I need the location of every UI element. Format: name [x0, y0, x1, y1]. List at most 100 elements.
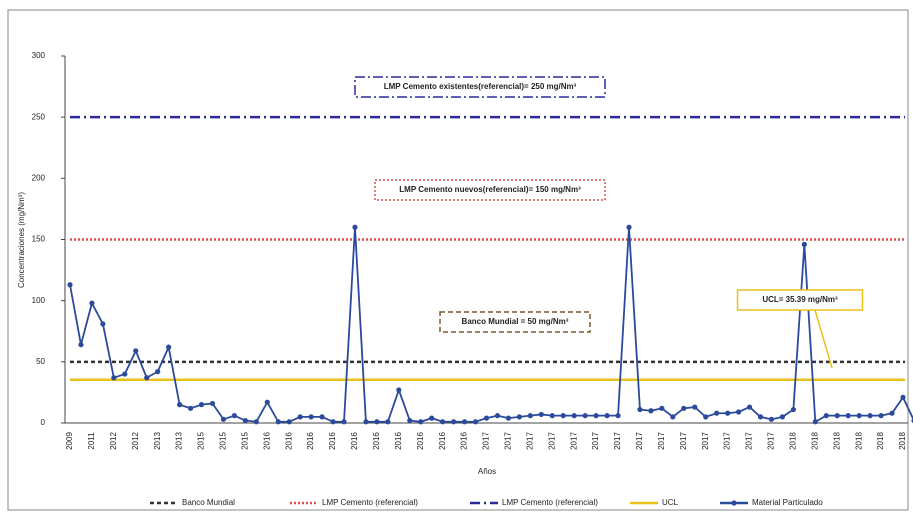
x-tick-label: 2017 — [723, 432, 732, 450]
x-tick-label: 2016 — [262, 432, 271, 450]
data-point — [297, 414, 303, 420]
data-point — [604, 413, 610, 419]
data-point — [275, 419, 281, 425]
data-point — [429, 415, 435, 421]
data-point — [363, 419, 369, 425]
legend-label: LMP Cemento (referencial) — [322, 498, 418, 507]
data-point — [527, 413, 533, 419]
x-tick-label: 2016 — [284, 432, 293, 450]
x-tick-label: 2017 — [547, 432, 556, 450]
y-tick-label: 300 — [32, 51, 46, 60]
data-point — [198, 402, 205, 408]
data-point — [560, 413, 566, 419]
data-point — [714, 410, 720, 416]
y-axis-title: Concentraciones (mg/Nm³) — [17, 192, 26, 288]
x-tick-label: 2018 — [876, 432, 885, 450]
y-tick-label: 100 — [32, 296, 46, 305]
data-point — [461, 419, 468, 425]
data-point — [582, 413, 588, 419]
data-point — [538, 411, 544, 418]
x-tick-label: 2016 — [438, 432, 447, 450]
x-tick-label: 2017 — [525, 432, 534, 450]
data-point — [571, 413, 577, 419]
y-tick-label: 250 — [32, 112, 46, 121]
data-point — [856, 413, 862, 419]
data-point — [396, 387, 402, 393]
data-point — [878, 413, 884, 419]
data-point — [889, 410, 895, 416]
data-point — [385, 419, 391, 425]
data-point — [626, 224, 632, 230]
x-tick-label: 2012 — [109, 432, 118, 450]
legend-label: UCL — [662, 498, 679, 507]
legend-marker — [731, 500, 737, 506]
data-point — [867, 413, 873, 419]
x-tick-label: 2012 — [131, 432, 140, 450]
data-point — [177, 402, 183, 408]
data-point — [823, 413, 829, 419]
data-point — [341, 419, 347, 425]
x-tick-label: 2016 — [328, 432, 337, 450]
data-point — [253, 419, 259, 425]
annotation-box — [736, 289, 864, 311]
x-tick-label: 2016 — [350, 432, 359, 450]
data-point — [89, 300, 95, 306]
data-point — [516, 414, 522, 420]
x-tick-label: 2018 — [810, 432, 819, 450]
data-point — [407, 417, 413, 424]
data-point — [494, 413, 501, 419]
x-tick-label: 2017 — [569, 432, 578, 450]
data-point — [834, 413, 840, 419]
data-point — [209, 400, 216, 407]
x-tick-label: 2017 — [613, 432, 622, 450]
data-point — [648, 408, 654, 414]
x-tick-label: 2017 — [504, 432, 513, 450]
data-point — [812, 419, 818, 425]
x-tick-label: 2015 — [219, 432, 228, 450]
data-point — [78, 342, 84, 348]
data-point — [472, 419, 479, 425]
data-point — [725, 410, 731, 416]
data-point — [779, 414, 786, 420]
frame — [7, 9, 909, 511]
x-tick-label: 2018 — [832, 432, 841, 450]
data-point — [670, 414, 676, 420]
x-tick-label: 2017 — [635, 432, 644, 450]
y-tick-label: 50 — [36, 357, 45, 366]
data-point — [505, 415, 512, 421]
annotation-box — [439, 311, 591, 333]
y-tick-label: 0 — [41, 418, 46, 427]
data-point — [746, 404, 753, 410]
data-point — [352, 224, 358, 230]
data-point — [374, 419, 380, 425]
x-tick-label: 2016 — [306, 432, 315, 450]
data-point — [166, 344, 172, 350]
data-point — [100, 321, 106, 327]
legend-label: LMP Cemento (referencial) — [502, 498, 598, 507]
x-tick-label: 2017 — [482, 432, 491, 450]
data-point — [111, 375, 117, 381]
data-point — [735, 409, 742, 415]
x-tick-label: 2017 — [679, 432, 688, 450]
data-point — [242, 417, 248, 424]
data-point — [845, 413, 851, 419]
data-point — [220, 416, 227, 422]
x-axis-title: Años — [478, 467, 496, 476]
data-point — [286, 419, 292, 425]
data-point — [319, 414, 325, 420]
data-point — [681, 405, 687, 411]
y-tick-label: 200 — [32, 173, 46, 182]
data-point — [144, 375, 150, 381]
data-point — [67, 282, 73, 288]
data-point — [757, 414, 764, 420]
x-tick-label: 2017 — [745, 432, 754, 450]
annotation: LMP Cemento nuevos(referencial)= 150 mg/… — [399, 185, 581, 194]
data-point — [264, 399, 270, 405]
annotation-arrow — [814, 309, 833, 369]
data-point — [440, 419, 446, 425]
x-tick-label: 2018 — [898, 432, 907, 450]
x-tick-label: 2017 — [701, 432, 710, 450]
data-point — [593, 413, 599, 419]
x-tick-label: 2009 — [65, 432, 74, 450]
data-point — [768, 416, 775, 422]
